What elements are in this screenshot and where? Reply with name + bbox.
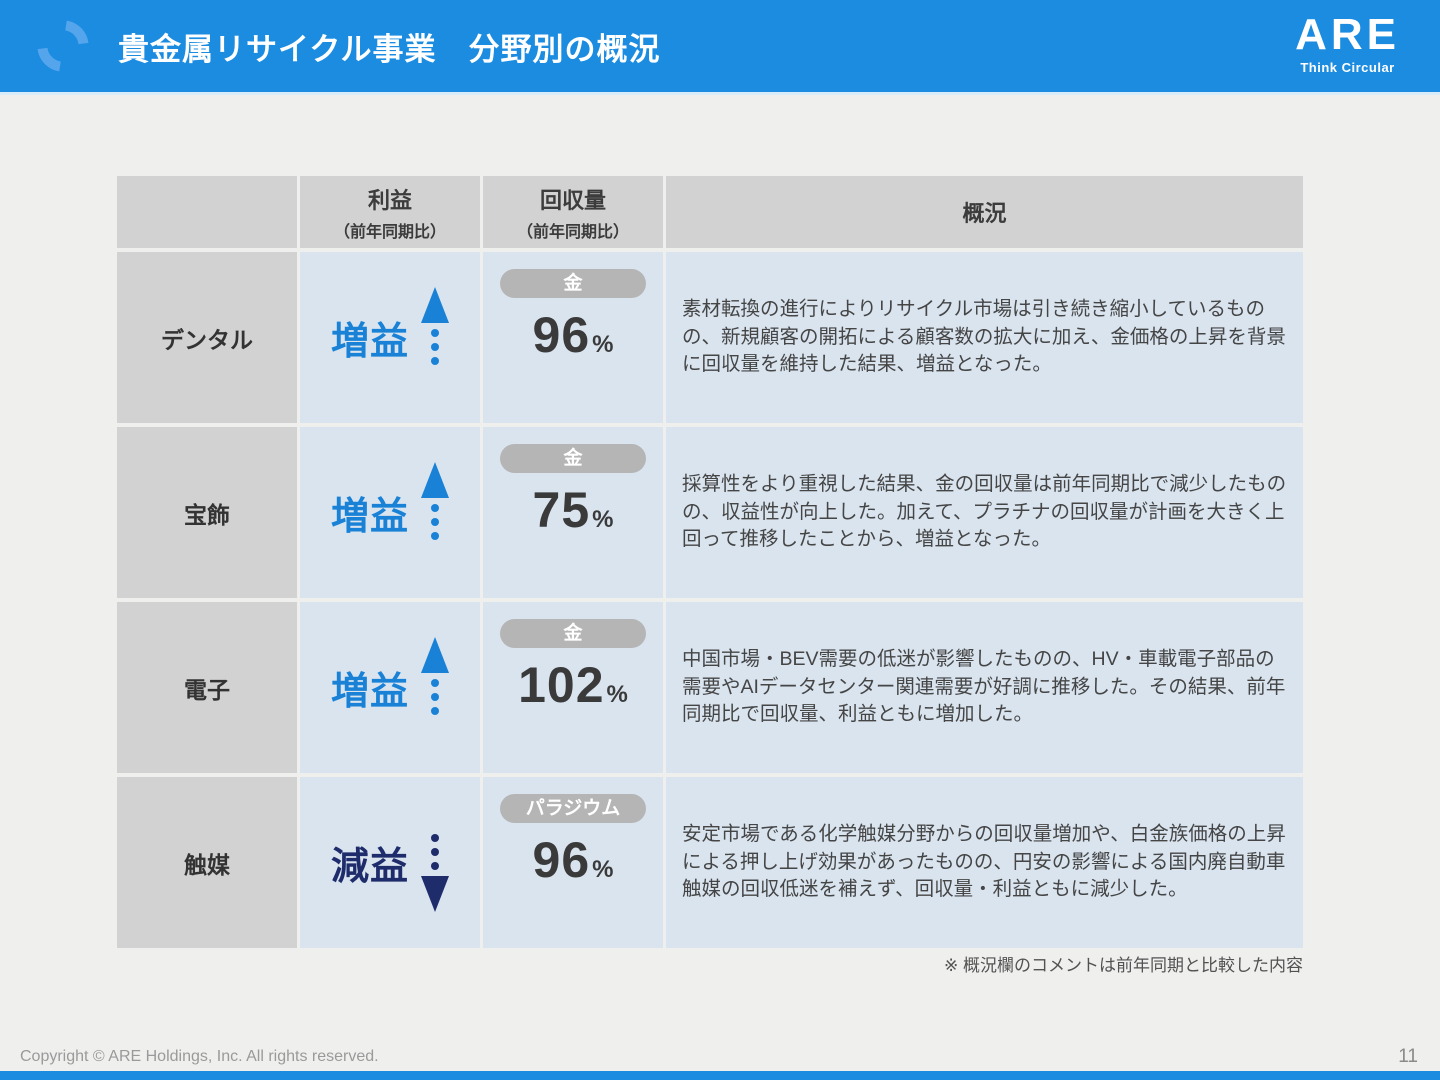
- segment-label-dental: デンタル: [117, 252, 297, 423]
- copyright-text: Copyright © ARE Holdings, Inc. All right…: [20, 1048, 379, 1065]
- recovery-percentage: 102%: [518, 657, 628, 713]
- segment-overview-table: 利益 （前年同期比） 回収量 （前年同期比） 概況 デンタル 増益 金 96% …: [117, 176, 1303, 948]
- profit-cell-electronics: 増益: [300, 602, 480, 773]
- profit-direction-label: 増益: [330, 321, 409, 363]
- profit-direction-label: 増益: [330, 496, 409, 538]
- page-title: 貴金属リサイクル事業 分野別の概況: [118, 31, 661, 67]
- metal-badge: 金: [500, 444, 646, 473]
- profit-direction-label: 減益: [330, 846, 409, 888]
- recovery-cell-jewelry: 金 75%: [483, 427, 663, 598]
- column-header-recovery: 回収量 （前年同期比）: [483, 176, 663, 248]
- recovery-percentage: 75%: [532, 482, 614, 538]
- overview-text: 中国市場・BEV需要の低迷が影響したものの、HV・車載電子部品の需要やAIデータ…: [682, 647, 1286, 726]
- profit-direction-label: 増益: [330, 671, 409, 713]
- overview-cell-dental: 素材転換の進行によりリサイクル市場は引き続き縮小しているものの、新規顧客の開拓に…: [666, 252, 1303, 423]
- column-header-profit-sub: （前年同期比）: [333, 223, 446, 241]
- segment-label-catalyst: 触媒: [117, 777, 297, 948]
- header-accent-line: [0, 92, 1440, 95]
- column-header-recovery-label: 回収量: [539, 187, 606, 213]
- table-footnote: ※ 概況欄のコメントは前年同期と比較した内容: [944, 956, 1303, 975]
- bottom-accent-bar: [0, 1071, 1440, 1080]
- recovery-percentage: 96%: [532, 832, 614, 888]
- table-corner-cell: [117, 176, 297, 248]
- column-header-profit-label: 利益: [367, 187, 412, 213]
- trend-up-icon: [421, 636, 449, 715]
- trend-up-icon: [421, 461, 449, 540]
- overview-cell-jewelry: 採算性をより重視した結果、金の回収量は前年同期比で減少したものの、収益性が向上し…: [666, 427, 1303, 598]
- company-logo: ARE Think Circular: [1295, 10, 1400, 75]
- column-header-recovery-sub: （前年同期比）: [516, 223, 629, 241]
- company-logo-text: ARE: [1295, 10, 1400, 59]
- trend-up-icon: [421, 286, 449, 365]
- metal-badge: パラジウム: [500, 794, 646, 823]
- page-number: 11: [1398, 1046, 1418, 1067]
- recovery-cell-dental: 金 96%: [483, 252, 663, 423]
- recovery-cell-catalyst: パラジウム 96%: [483, 777, 663, 948]
- profit-cell-jewelry: 増益: [300, 427, 480, 598]
- overview-cell-catalyst: 安定市場である化学触媒分野からの回収量増加や、白金族価格の上昇による押し上げ効果…: [666, 777, 1303, 948]
- column-header-overview-label: 概況: [962, 201, 1007, 226]
- overview-text: 安定市場である化学触媒分野からの回収量増加や、白金族価格の上昇による押し上げ効果…: [682, 822, 1286, 901]
- profit-cell-dental: 増益: [300, 252, 480, 423]
- profit-cell-catalyst: 減益: [300, 777, 480, 948]
- column-header-overview: 概況: [666, 176, 1303, 248]
- circular-arcs-icon: [34, 17, 92, 75]
- recovery-cell-electronics: 金 102%: [483, 602, 663, 773]
- recovery-percentage: 96%: [532, 307, 614, 363]
- overview-text: 採算性をより重視した結果、金の回収量は前年同期比で減少したものの、収益性が向上し…: [682, 472, 1287, 551]
- metal-badge: 金: [500, 619, 646, 648]
- column-header-profit: 利益 （前年同期比）: [300, 176, 480, 248]
- overview-cell-electronics: 中国市場・BEV需要の低迷が影響したものの、HV・車載電子部品の需要やAIデータ…: [666, 602, 1303, 773]
- company-logo-tagline: Think Circular: [1300, 60, 1395, 75]
- trend-down-icon: [421, 833, 449, 912]
- segment-label-electronics: 電子: [117, 602, 297, 773]
- metal-badge: 金: [500, 269, 646, 298]
- segment-label-jewelry: 宝飾: [117, 427, 297, 598]
- overview-text: 素材転換の進行によりリサイクル市場は引き続き縮小しているものの、新規顧客の開拓に…: [682, 297, 1286, 376]
- header-bar: 貴金属リサイクル事業 分野別の概況 ARE Think Circular: [0, 0, 1440, 92]
